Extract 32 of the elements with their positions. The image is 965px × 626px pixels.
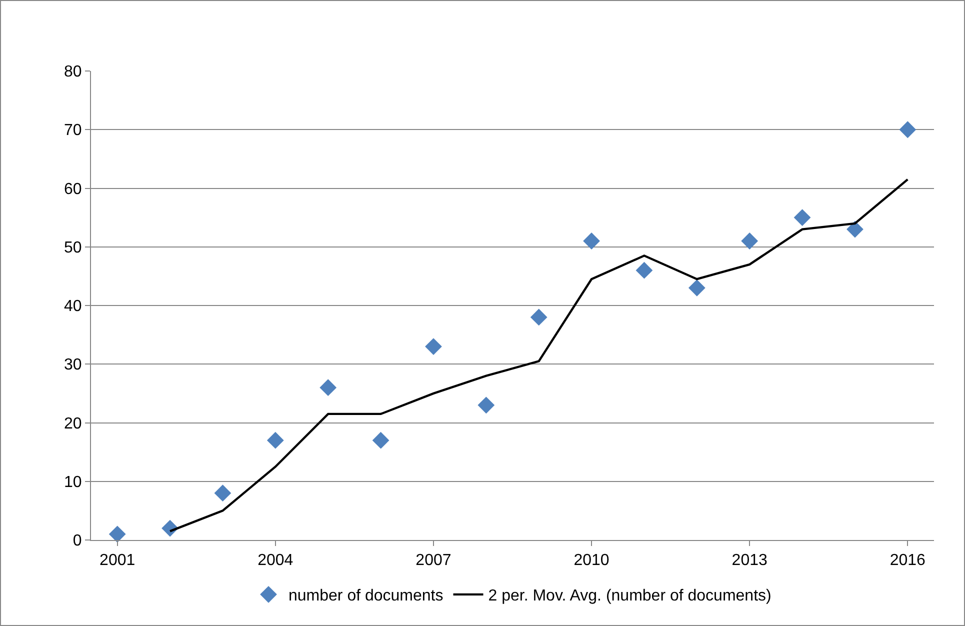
point bbox=[794, 209, 811, 226]
y-tick-label: 70 bbox=[64, 122, 82, 140]
x-tick-label: 2016 bbox=[890, 552, 926, 570]
point bbox=[214, 484, 232, 502]
x-tick-label: 2013 bbox=[732, 552, 768, 570]
y-tick-label: 30 bbox=[64, 356, 82, 374]
point bbox=[846, 220, 864, 238]
point bbox=[636, 262, 653, 279]
y-tick-label: 20 bbox=[64, 415, 82, 432]
point bbox=[583, 232, 600, 250]
point bbox=[899, 121, 916, 138]
x-tick-label: 2004 bbox=[258, 552, 294, 570]
y-tick-label: 80 bbox=[64, 64, 82, 81]
legend-label: 2 per. Mov. Avg. (number of documents) bbox=[488, 588, 772, 605]
point bbox=[320, 379, 337, 396]
y-tick-label: 60 bbox=[64, 180, 82, 198]
point bbox=[266, 432, 284, 449]
x-tick-label: 2001 bbox=[100, 552, 136, 570]
legend-label: number of documents bbox=[288, 588, 444, 605]
point bbox=[741, 232, 758, 250]
y-tick-label: 50 bbox=[64, 239, 82, 256]
point bbox=[108, 526, 126, 543]
x-tick-label: 2010 bbox=[574, 552, 610, 570]
point bbox=[425, 338, 442, 355]
y-tick-label: 0 bbox=[72, 532, 82, 550]
x-tick-label: 2007 bbox=[416, 552, 452, 570]
y-tick-label: 40 bbox=[64, 298, 82, 316]
point bbox=[530, 308, 548, 326]
point bbox=[478, 396, 495, 414]
y-tick-label: 10 bbox=[64, 474, 82, 491]
point bbox=[372, 432, 390, 449]
point bbox=[688, 279, 706, 296]
